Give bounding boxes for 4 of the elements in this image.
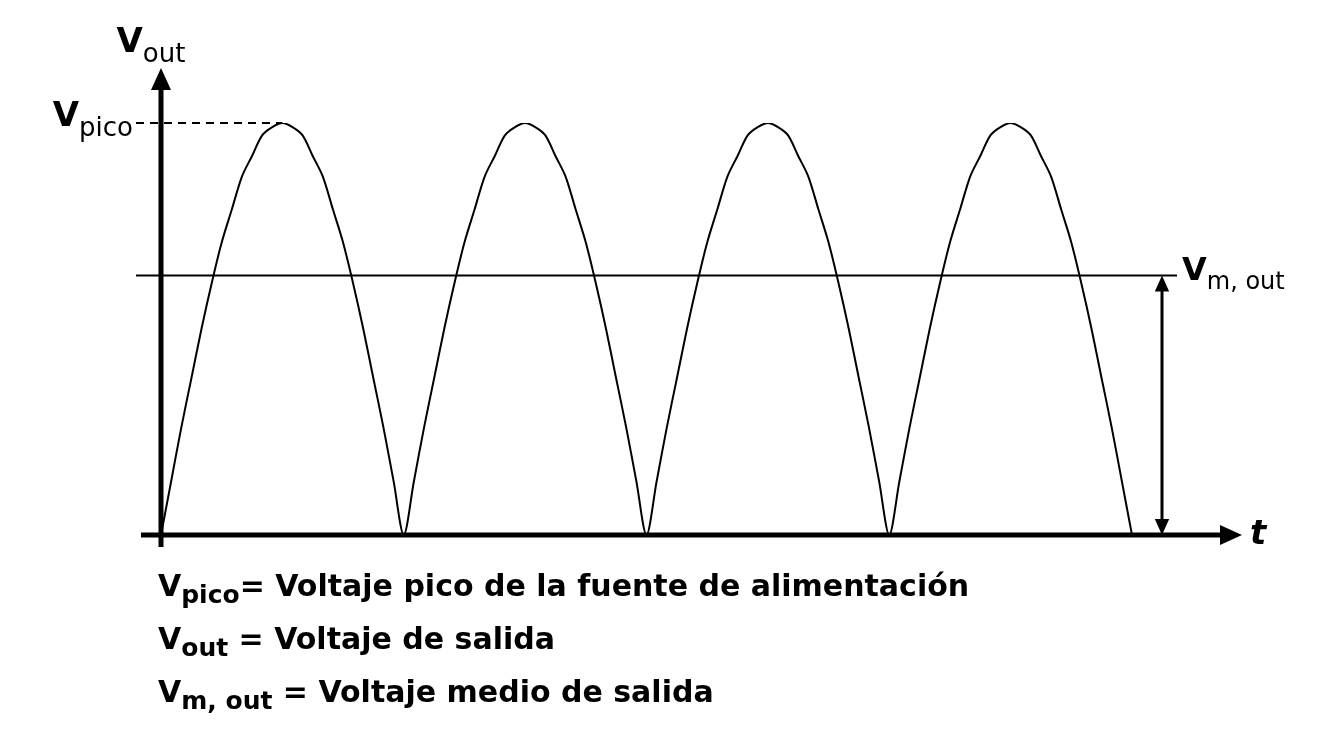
text: V$_{m, out}$ = Voltaje medio de salida [158,673,715,717]
x-axis-title: t [1250,511,1268,552]
text: V$_{out}$ = Voltaje de salida [158,620,556,664]
text: V$_{pico}$= Voltaje pico de la fuente de alimentación [158,567,971,611]
